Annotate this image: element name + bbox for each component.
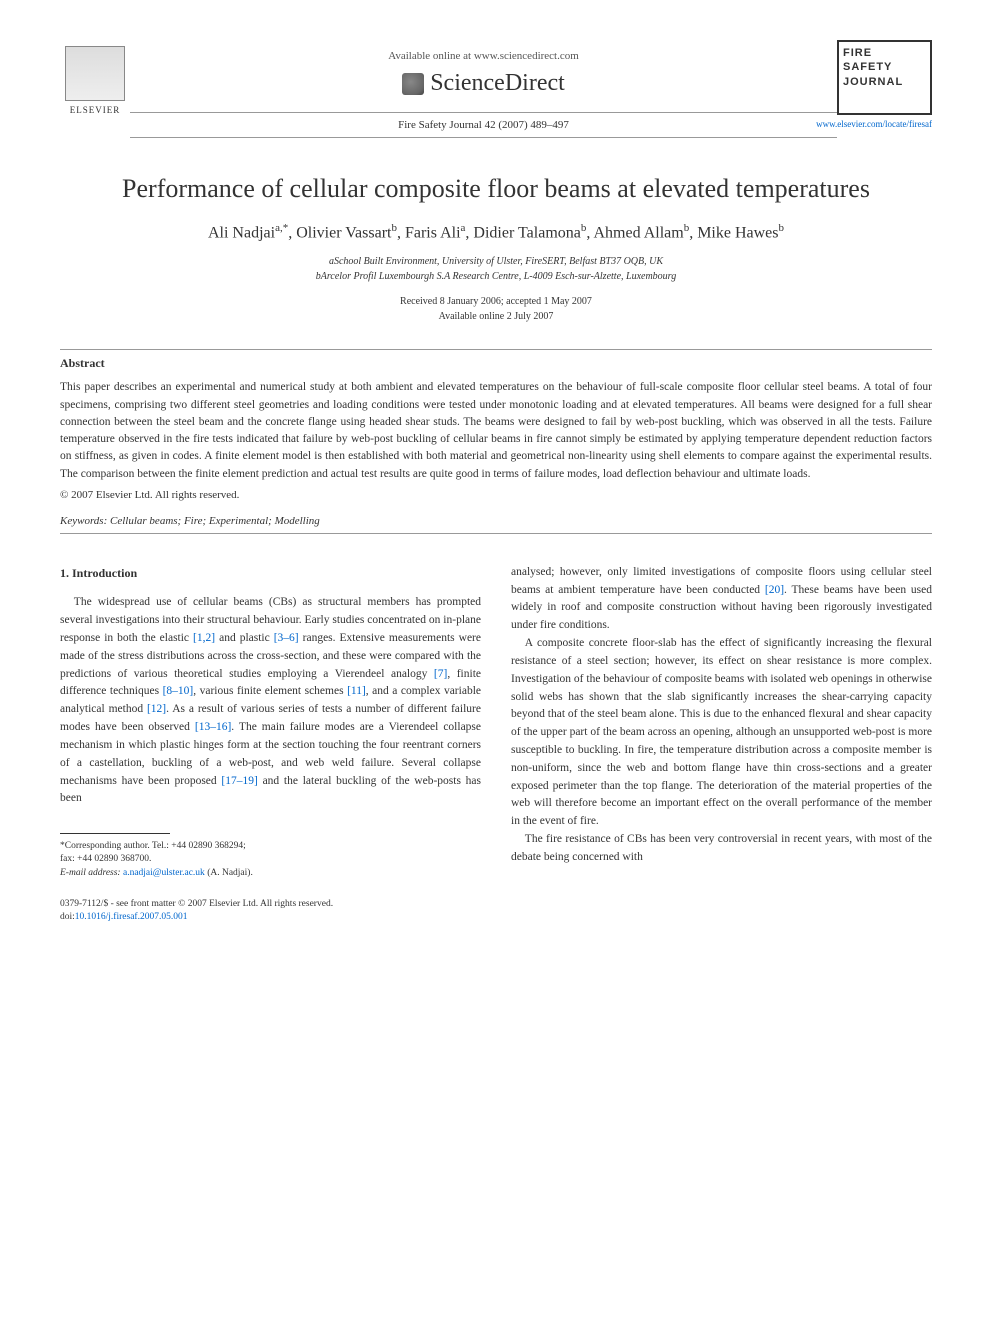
corresponding-author-footnote: *Corresponding author. Tel.: +44 02890 3… (60, 840, 481, 880)
cover-title-line1: FIRE (843, 46, 926, 60)
cover-title-line2: SAFETY (843, 60, 926, 74)
elsevier-logo: ELSEVIER (60, 40, 130, 120)
two-column-body: 1. Introduction The widespread use of ce… (60, 564, 932, 925)
affiliation-a: aSchool Built Environment, University of… (60, 254, 932, 269)
journal-cover: FIRE SAFETY JOURNAL www.elsevier.com/loc… (837, 40, 932, 129)
corr-author-tel: *Corresponding author. Tel.: +44 02890 3… (60, 840, 481, 853)
ref-link-17-19[interactable]: [17–19] (221, 775, 257, 787)
ref-link-3-6[interactable]: [3–6] (274, 632, 299, 644)
journal-reference: Fire Safety Journal 42 (2007) 489–497 (130, 119, 837, 131)
keywords-label: Keywords: (60, 515, 107, 527)
email-author-name: (A. Nadjai). (207, 868, 253, 878)
doi-label: doi: (60, 912, 75, 922)
column-left: 1. Introduction The widespread use of ce… (60, 564, 481, 925)
ref-link-13-16[interactable]: [13–16] (195, 721, 231, 733)
header-row: ELSEVIER Available online at www.science… (60, 40, 932, 144)
intro-paragraph-1: The widespread use of cellular beams (CB… (60, 594, 481, 808)
intro-paragraph-1-cont: analysed; however, only limited investig… (511, 564, 932, 635)
online-date: Available online 2 July 2007 (60, 309, 932, 324)
issn-line: 0379-7112/$ - see front matter © 2007 El… (60, 898, 481, 911)
doi-link[interactable]: 10.1016/j.firesaf.2007.05.001 (75, 912, 188, 922)
corr-author-email-line: E-mail address: a.nadjai@ulster.ac.uk (A… (60, 867, 481, 880)
email-label: E-mail address: (60, 868, 121, 878)
keywords-text: Cellular beams; Fire; Experimental; Mode… (110, 515, 320, 527)
header-rule-top (130, 112, 837, 113)
affiliation-b: bArcelor Profil Luxembourgh S.A Research… (60, 269, 932, 284)
ref-link-12[interactable]: [12] (147, 703, 166, 715)
abstract-rule-top (60, 349, 932, 350)
ref-link-11[interactable]: [11] (347, 685, 366, 697)
authors-list: Ali Nadjaia,*, Olivier Vassartb, Faris A… (60, 222, 932, 242)
received-accepted-date: Received 8 January 2006; accepted 1 May … (60, 294, 932, 309)
abstract-heading: Abstract (60, 356, 932, 371)
elsevier-label: ELSEVIER (70, 105, 121, 115)
available-online-text: Available online at www.sciencedirect.co… (130, 50, 837, 62)
column-right: analysed; however, only limited investig… (511, 564, 932, 925)
cover-title-line3: JOURNAL (843, 75, 926, 89)
elsevier-tree-icon (65, 46, 125, 101)
cover-box: FIRE SAFETY JOURNAL (837, 40, 932, 115)
abstract-text: This paper describes an experimental and… (60, 379, 932, 483)
footnote-separator (60, 833, 170, 834)
abstract-copyright: © 2007 Elsevier Ltd. All rights reserved… (60, 489, 932, 501)
ref-link-7[interactable]: [7] (434, 668, 447, 680)
sciencedirect-logo: ScienceDirect (130, 70, 837, 97)
ref-link-1-2[interactable]: [1,2] (193, 632, 215, 644)
sciencedirect-text: ScienceDirect (430, 70, 565, 97)
sciencedirect-icon (402, 73, 424, 95)
header-rule-bottom (130, 137, 837, 138)
affiliations: aSchool Built Environment, University of… (60, 254, 932, 284)
center-header: Available online at www.sciencedirect.co… (130, 40, 837, 144)
journal-homepage-link[interactable]: www.elsevier.com/locate/firesaf (816, 119, 932, 129)
footer-issn-doi: 0379-7112/$ - see front matter © 2007 El… (60, 898, 481, 925)
abstract-rule-bottom (60, 533, 932, 534)
corr-author-fax: fax: +44 02890 368700. (60, 853, 481, 866)
ref-link-8-10[interactable]: [8–10] (163, 685, 194, 697)
ref-link-20[interactable]: [20] (765, 584, 784, 596)
intro-paragraph-3: The fire resistance of CBs has been very… (511, 831, 932, 867)
intro-paragraph-2: A composite concrete floor-slab has the … (511, 635, 932, 831)
keywords: Keywords: Cellular beams; Fire; Experime… (60, 515, 932, 527)
email-link[interactable]: a.nadjai@ulster.ac.uk (123, 868, 205, 878)
article-dates: Received 8 January 2006; accepted 1 May … (60, 294, 932, 324)
article-title: Performance of cellular composite floor … (60, 174, 932, 204)
doi-line: doi:10.1016/j.firesaf.2007.05.001 (60, 911, 481, 924)
section-1-heading: 1. Introduction (60, 564, 481, 583)
